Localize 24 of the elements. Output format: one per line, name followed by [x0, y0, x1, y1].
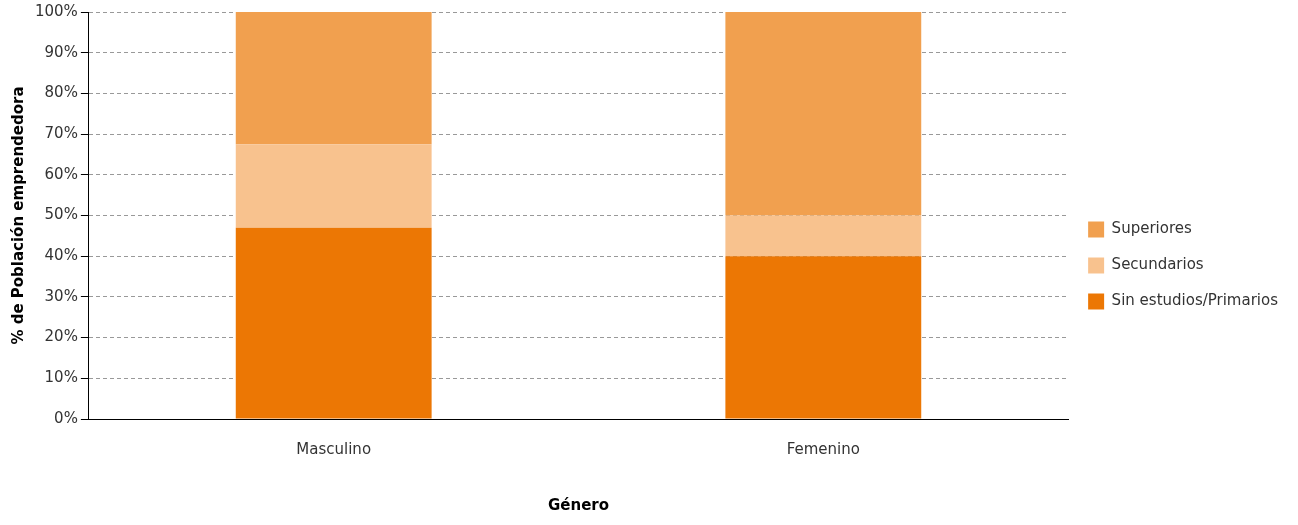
bar	[235, 144, 432, 228]
y-axis-title: % de Población emprendedora	[8, 86, 27, 345]
y-tick-label: 10%	[44, 368, 78, 387]
y-tick-label: 100%	[34, 1, 78, 20]
y-tick-label: 40%	[44, 246, 78, 265]
bar	[235, 12, 432, 145]
x-tick-label: Femenino	[786, 439, 860, 458]
y-tick-label: 30%	[44, 286, 78, 305]
x-tick-label: Masculino	[296, 439, 372, 458]
y-tick-label: 60%	[44, 164, 78, 183]
legend-label: Secundarios	[1111, 255, 1204, 274]
y-tick-label: 50%	[44, 205, 78, 224]
y-tick-label: 20%	[44, 327, 78, 346]
y-tick-label: 70%	[44, 123, 78, 142]
bar	[725, 12, 922, 216]
legend-label: Sin estudios/Primarios	[1111, 291, 1279, 310]
y-tick-label: 90%	[44, 42, 78, 61]
bar	[725, 256, 922, 419]
y-tick-label: 0%	[54, 408, 78, 427]
y-tick-label: 80%	[44, 83, 78, 102]
x-axis-title: Género	[547, 495, 610, 514]
bar	[725, 215, 922, 257]
legend-label: Superiores	[1111, 219, 1192, 238]
bar	[235, 227, 432, 419]
